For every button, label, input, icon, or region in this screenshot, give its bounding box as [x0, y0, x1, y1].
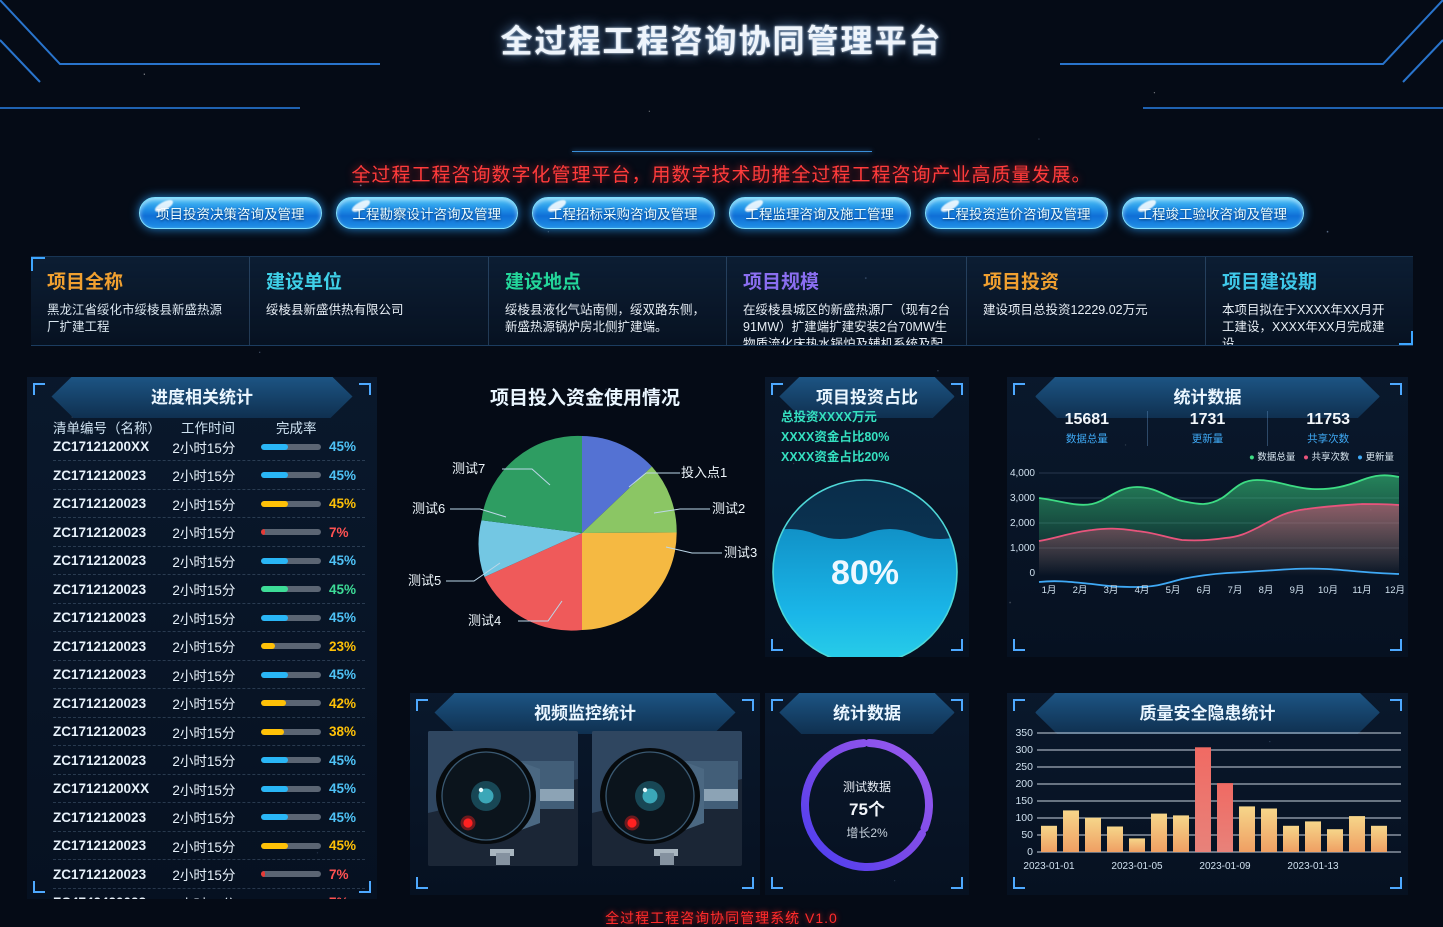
svg-text:2023-01-05: 2023-01-05	[1111, 861, 1163, 872]
svg-text:1月: 1月	[1042, 585, 1057, 596]
svg-text:6月: 6月	[1197, 585, 1212, 596]
svg-text:测试4: 测试4	[468, 613, 501, 628]
svg-text:4,000: 4,000	[1010, 468, 1035, 479]
svg-text:75个: 75个	[849, 800, 885, 819]
svg-text:测试2: 测试2	[712, 501, 745, 516]
svg-text:12月: 12月	[1385, 585, 1405, 596]
svg-text:100: 100	[1015, 812, 1033, 824]
svg-text:8月: 8月	[1259, 585, 1274, 596]
svg-text:7月: 7月	[1228, 585, 1243, 596]
svg-text:3,000: 3,000	[1010, 493, 1035, 504]
svg-text:9月: 9月	[1290, 585, 1305, 596]
svg-text:测试6: 测试6	[412, 501, 445, 516]
svg-text:0: 0	[1027, 846, 1033, 858]
svg-text:4月: 4月	[1135, 585, 1150, 596]
svg-text:50: 50	[1021, 829, 1033, 841]
svg-text:80%: 80%	[831, 554, 899, 592]
svg-text:2,000: 2,000	[1010, 518, 1035, 529]
svg-text:5月: 5月	[1166, 585, 1181, 596]
svg-text:1,000: 1,000	[1010, 543, 1035, 554]
svg-text:测试数据: 测试数据	[843, 779, 891, 794]
svg-text:300: 300	[1015, 744, 1033, 756]
svg-text:3月: 3月	[1104, 585, 1119, 596]
svg-text:测试5: 测试5	[408, 573, 441, 588]
svg-text:350: 350	[1015, 727, 1033, 739]
svg-text:2023-01-01: 2023-01-01	[1023, 861, 1075, 872]
svg-text:测试3: 测试3	[724, 545, 757, 560]
svg-text:150: 150	[1015, 795, 1033, 807]
svg-text:10月: 10月	[1318, 585, 1338, 596]
svg-text:2月: 2月	[1073, 585, 1088, 596]
svg-text:2023-01-09: 2023-01-09	[1199, 861, 1251, 872]
svg-text:2023-01-13: 2023-01-13	[1287, 861, 1339, 872]
svg-text:增长2%: 增长2%	[846, 826, 888, 840]
svg-text:200: 200	[1015, 778, 1033, 790]
svg-text:测试7: 测试7	[452, 461, 485, 476]
svg-text:投入点1: 投入点1	[681, 465, 727, 480]
svg-text:250: 250	[1015, 761, 1033, 773]
svg-text:0: 0	[1029, 568, 1035, 579]
svg-text:11月: 11月	[1352, 585, 1371, 596]
